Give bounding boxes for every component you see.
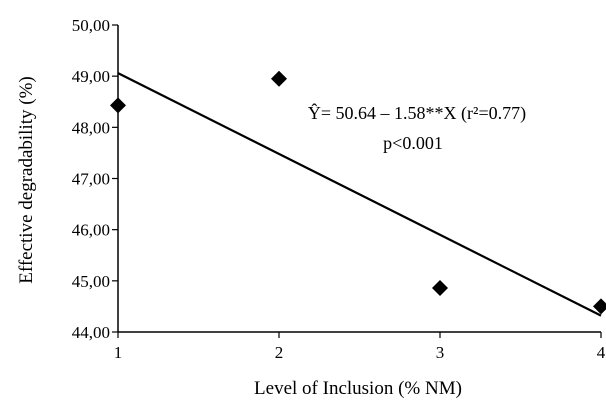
y-tick-label: 49,00 — [72, 67, 110, 86]
data-points — [110, 70, 606, 315]
y-tick-label: 50,00 — [72, 16, 110, 35]
data-point — [593, 298, 606, 315]
x-tick-label: 2 — [275, 343, 284, 362]
equation-annotation: Ŷ= 50.64 – 1.58**X (r²=0.77) — [308, 102, 526, 124]
y-tick-label: 47,00 — [72, 170, 110, 189]
y-axis-title: Effective degradability (%) — [16, 76, 37, 284]
y-tick-label: 45,00 — [72, 272, 110, 291]
y-axis: 44,00 45,00 46,00 47,00 48,00 49,00 50,00 — [72, 16, 119, 342]
x-tick-label: 3 — [436, 343, 445, 362]
y-tick-label: 48,00 — [72, 118, 110, 137]
x-axis: 1 2 3 4 — [114, 331, 606, 362]
x-tick-label: 4 — [597, 343, 606, 362]
y-tick-label: 44,00 — [72, 323, 110, 342]
p-value-annotation: p<0.001 — [383, 133, 443, 153]
data-point — [432, 279, 448, 296]
x-tick-label: 1 — [114, 343, 123, 362]
data-point — [110, 97, 126, 114]
data-point — [271, 70, 287, 87]
x-axis-title: Level of Inclusion (% NM) — [254, 378, 462, 399]
trendline-path — [117, 72, 602, 317]
trendline — [117, 72, 602, 317]
y-tick-label: 46,00 — [72, 221, 110, 240]
